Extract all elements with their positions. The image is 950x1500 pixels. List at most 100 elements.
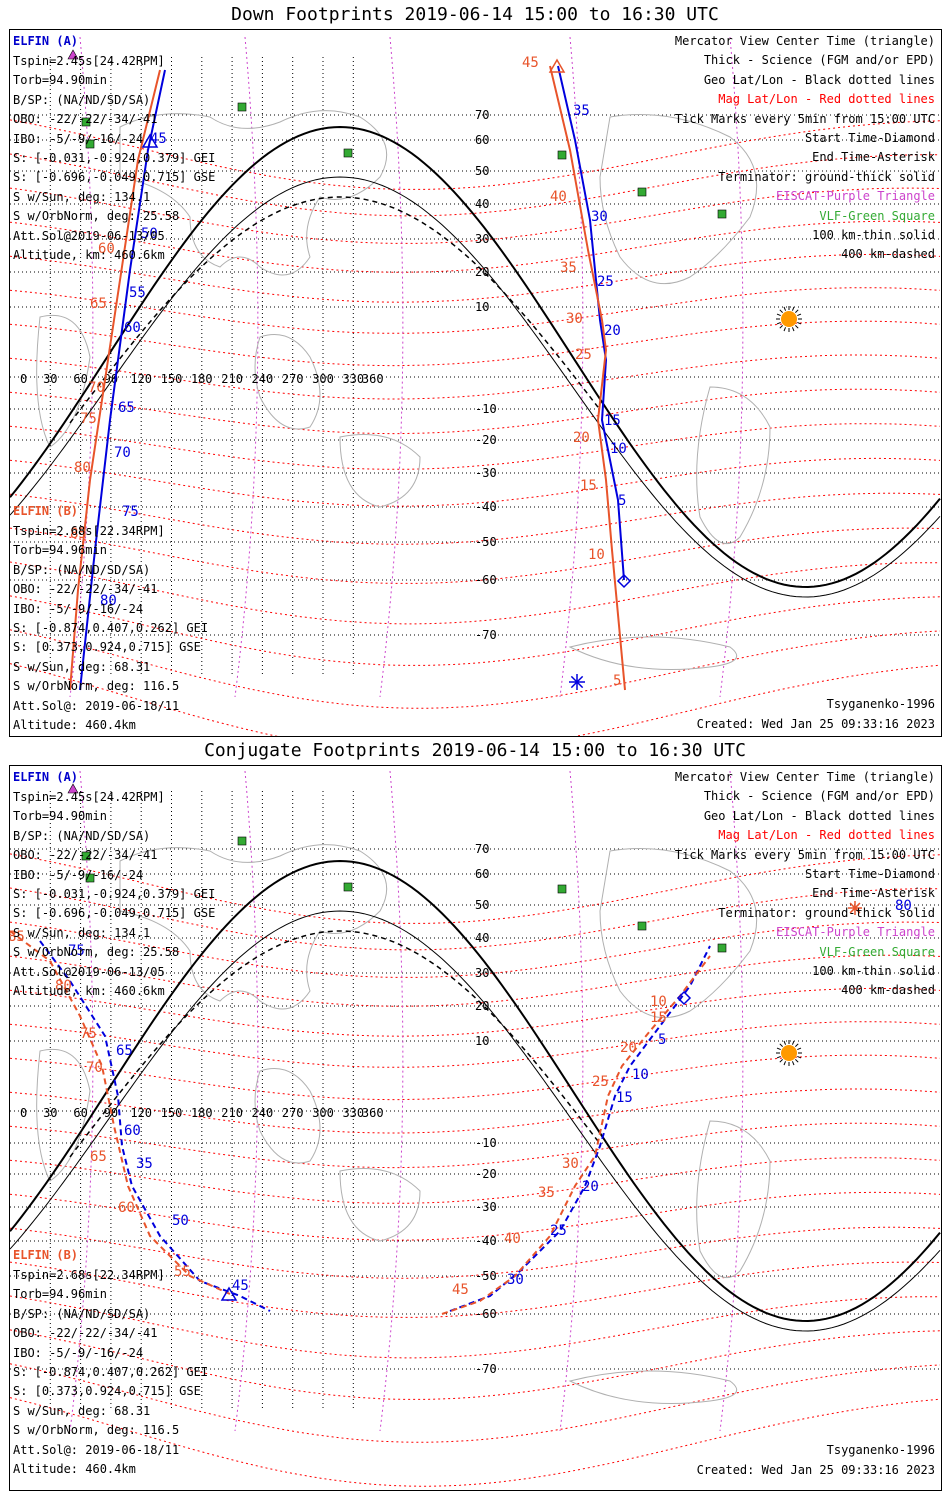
- map-down: 0 30 60 90 120 150 180 210 240 270 300 330 360 70 60 50…: [9, 29, 942, 737]
- lat-tick-label: -70: [475, 1362, 497, 1376]
- sun-icon: [776, 1040, 802, 1066]
- vlf-station-icon: [343, 148, 353, 158]
- sun-ray: [776, 1055, 781, 1059]
- elfin-b-track-east: [441, 955, 711, 1315]
- lon-tick-label: 60: [73, 1106, 87, 1120]
- legend-line: Mercator View Center Time (triangle): [674, 34, 935, 48]
- legend-line: 400 km-dashed: [841, 983, 935, 998]
- time-tick-label: 45: [150, 131, 167, 147]
- lon-tick-label: 360: [362, 372, 384, 386]
- time-tick-label: 75: [68, 943, 85, 959]
- time-tick-label: 45: [452, 1282, 469, 1298]
- lat-tick-label: -60: [475, 1307, 497, 1321]
- time-tick-label: 80: [55, 978, 72, 994]
- mag-parallel: [10, 287, 941, 334]
- time-tick-label: 85: [70, 526, 87, 542]
- time-tick-label: 65: [90, 1149, 107, 1165]
- legend-line: End Time-Asterisk: [812, 150, 935, 165]
- info-line: OBO: -22/-22/-34/-41: [13, 112, 158, 127]
- elfin-b-header: ELFIN (B): [13, 504, 79, 518]
- coastline: [119, 844, 388, 1010]
- time-tick-label: 15: [580, 478, 597, 494]
- info-line: IBO: -5/-9/-16/-24: [13, 601, 144, 616]
- sun-ray: [783, 1040, 787, 1045]
- legend-line: 400 km-dashed: [841, 247, 935, 262]
- legend-line: VLF-Green Square: [819, 944, 935, 959]
- mag-parallel: [10, 987, 941, 1037]
- terminator-100km: [10, 176, 941, 598]
- time-tick-label: 60: [98, 241, 115, 257]
- lat-tick-label: 70: [475, 842, 489, 856]
- vlf-station-icon: [85, 139, 95, 149]
- lat-tick-label: -20: [475, 433, 497, 447]
- lat-tick-label: 20: [475, 999, 489, 1013]
- map-conjugate: 0 30 60 90 120 150 180 210 240 270 300 330 360 70 60 50…: [9, 765, 942, 1491]
- vlf-station-icon: [81, 117, 91, 127]
- vlf-station-icon: [637, 921, 647, 931]
- sun-ray: [779, 1043, 783, 1047]
- mag-parallel: [10, 561, 940, 625]
- legend-line: 100 km-thin solid: [812, 228, 935, 242]
- lat-tick-label: -30: [475, 466, 497, 480]
- lon-tick-label: 180: [191, 1106, 213, 1120]
- info-line: Tspin=2.45s[24.42RPM]: [13, 54, 165, 68]
- time-tick-label: 5: [618, 493, 626, 509]
- mag-parallel: [10, 663, 941, 736]
- time-tick-label: 25: [592, 1074, 609, 1090]
- legend-line: Terminator: ground-thick solid: [718, 905, 935, 920]
- time-tick-label: 10: [632, 1067, 649, 1083]
- info-line: S: [-0.874,0.407,0.262] GEI: [13, 1365, 209, 1379]
- info-line: B/SP: (NA/ND/SD/SA): [13, 1306, 151, 1321]
- elfin-a-track-west: [39, 940, 271, 1312]
- time-tick-label: 70: [86, 1060, 103, 1076]
- sun-ray: [791, 306, 795, 311]
- elfin-a-track-east: [557, 65, 625, 581]
- mag-grid: [10, 36, 941, 736]
- lon-tick-label: 30: [43, 1106, 57, 1120]
- info-line: S: [-0.031,-0.924,0.379] GEI: [13, 887, 216, 901]
- sun-ray: [783, 1061, 787, 1066]
- elfin-b-header: ELFIN (B): [13, 1248, 79, 1262]
- mag-meridian: [719, 770, 744, 1432]
- info-line: S w/OrbNorm, deg: 116.5: [13, 679, 180, 694]
- footer-created: Created: Wed Jan 25 09:33:16 2023: [696, 717, 935, 731]
- lat-tick-label: 10: [475, 1034, 489, 1048]
- sun-ray: [797, 1055, 802, 1059]
- info-line: B/SP: (NA/ND/SD/SA): [13, 92, 151, 107]
- start-diamond-icon: [616, 573, 632, 589]
- lon-tick-label: 120: [130, 1106, 152, 1120]
- elfin-b-track-east: [549, 65, 626, 691]
- info-line: S w/OrbNorm, deg: 25.58: [13, 209, 180, 224]
- info-line: Altitude, km: 460.6km: [13, 984, 165, 998]
- sun-ray: [779, 325, 783, 329]
- lon-tick-label: 30: [43, 372, 57, 386]
- time-tick-label: 5: [613, 673, 621, 689]
- sun-ray: [776, 321, 781, 325]
- center-time-triangle-icon: [141, 133, 159, 148]
- legend-line: Mag Lat/Lon - Red dotted lines: [718, 92, 935, 107]
- lon-tick-label: 300: [312, 372, 334, 386]
- coastline: [568, 1370, 738, 1404]
- elfin-a-track-east: [449, 945, 711, 1312]
- time-tick-label: 25: [575, 347, 592, 363]
- asterisk-stroke: [849, 902, 861, 914]
- time-tick-label: 85: [10, 929, 25, 945]
- legend-line: Tick Marks every 5min from 15:00 UTC: [674, 111, 935, 126]
- info-line: Altitude: 460.4km: [13, 718, 136, 732]
- info-line: S: [-0.696,-0.049,0.715] GSE: [13, 906, 216, 921]
- lat-tick-label: 30: [475, 232, 489, 246]
- info-line: Altitude: 460.4km: [13, 1462, 136, 1476]
- legend-line: Thick - Science (FGM and/or EPD): [703, 789, 935, 804]
- lat-tick-label: 50: [475, 164, 489, 178]
- time-tick-label: 40: [504, 1231, 521, 1247]
- mag-parallel: [10, 887, 940, 951]
- lat-tick-label: 30: [475, 966, 489, 980]
- mag-parallel: [10, 153, 940, 217]
- lat-tick-label: 60: [475, 867, 489, 881]
- center-time-triangle-icon: [220, 1286, 238, 1301]
- sun-ray: [795, 1059, 799, 1063]
- mag-parallel: [10, 1226, 941, 1279]
- sun-ray: [783, 306, 787, 311]
- mag-parallel: [10, 119, 941, 190]
- legend-line: Geo Lat/Lon - Black dotted lines: [703, 808, 935, 823]
